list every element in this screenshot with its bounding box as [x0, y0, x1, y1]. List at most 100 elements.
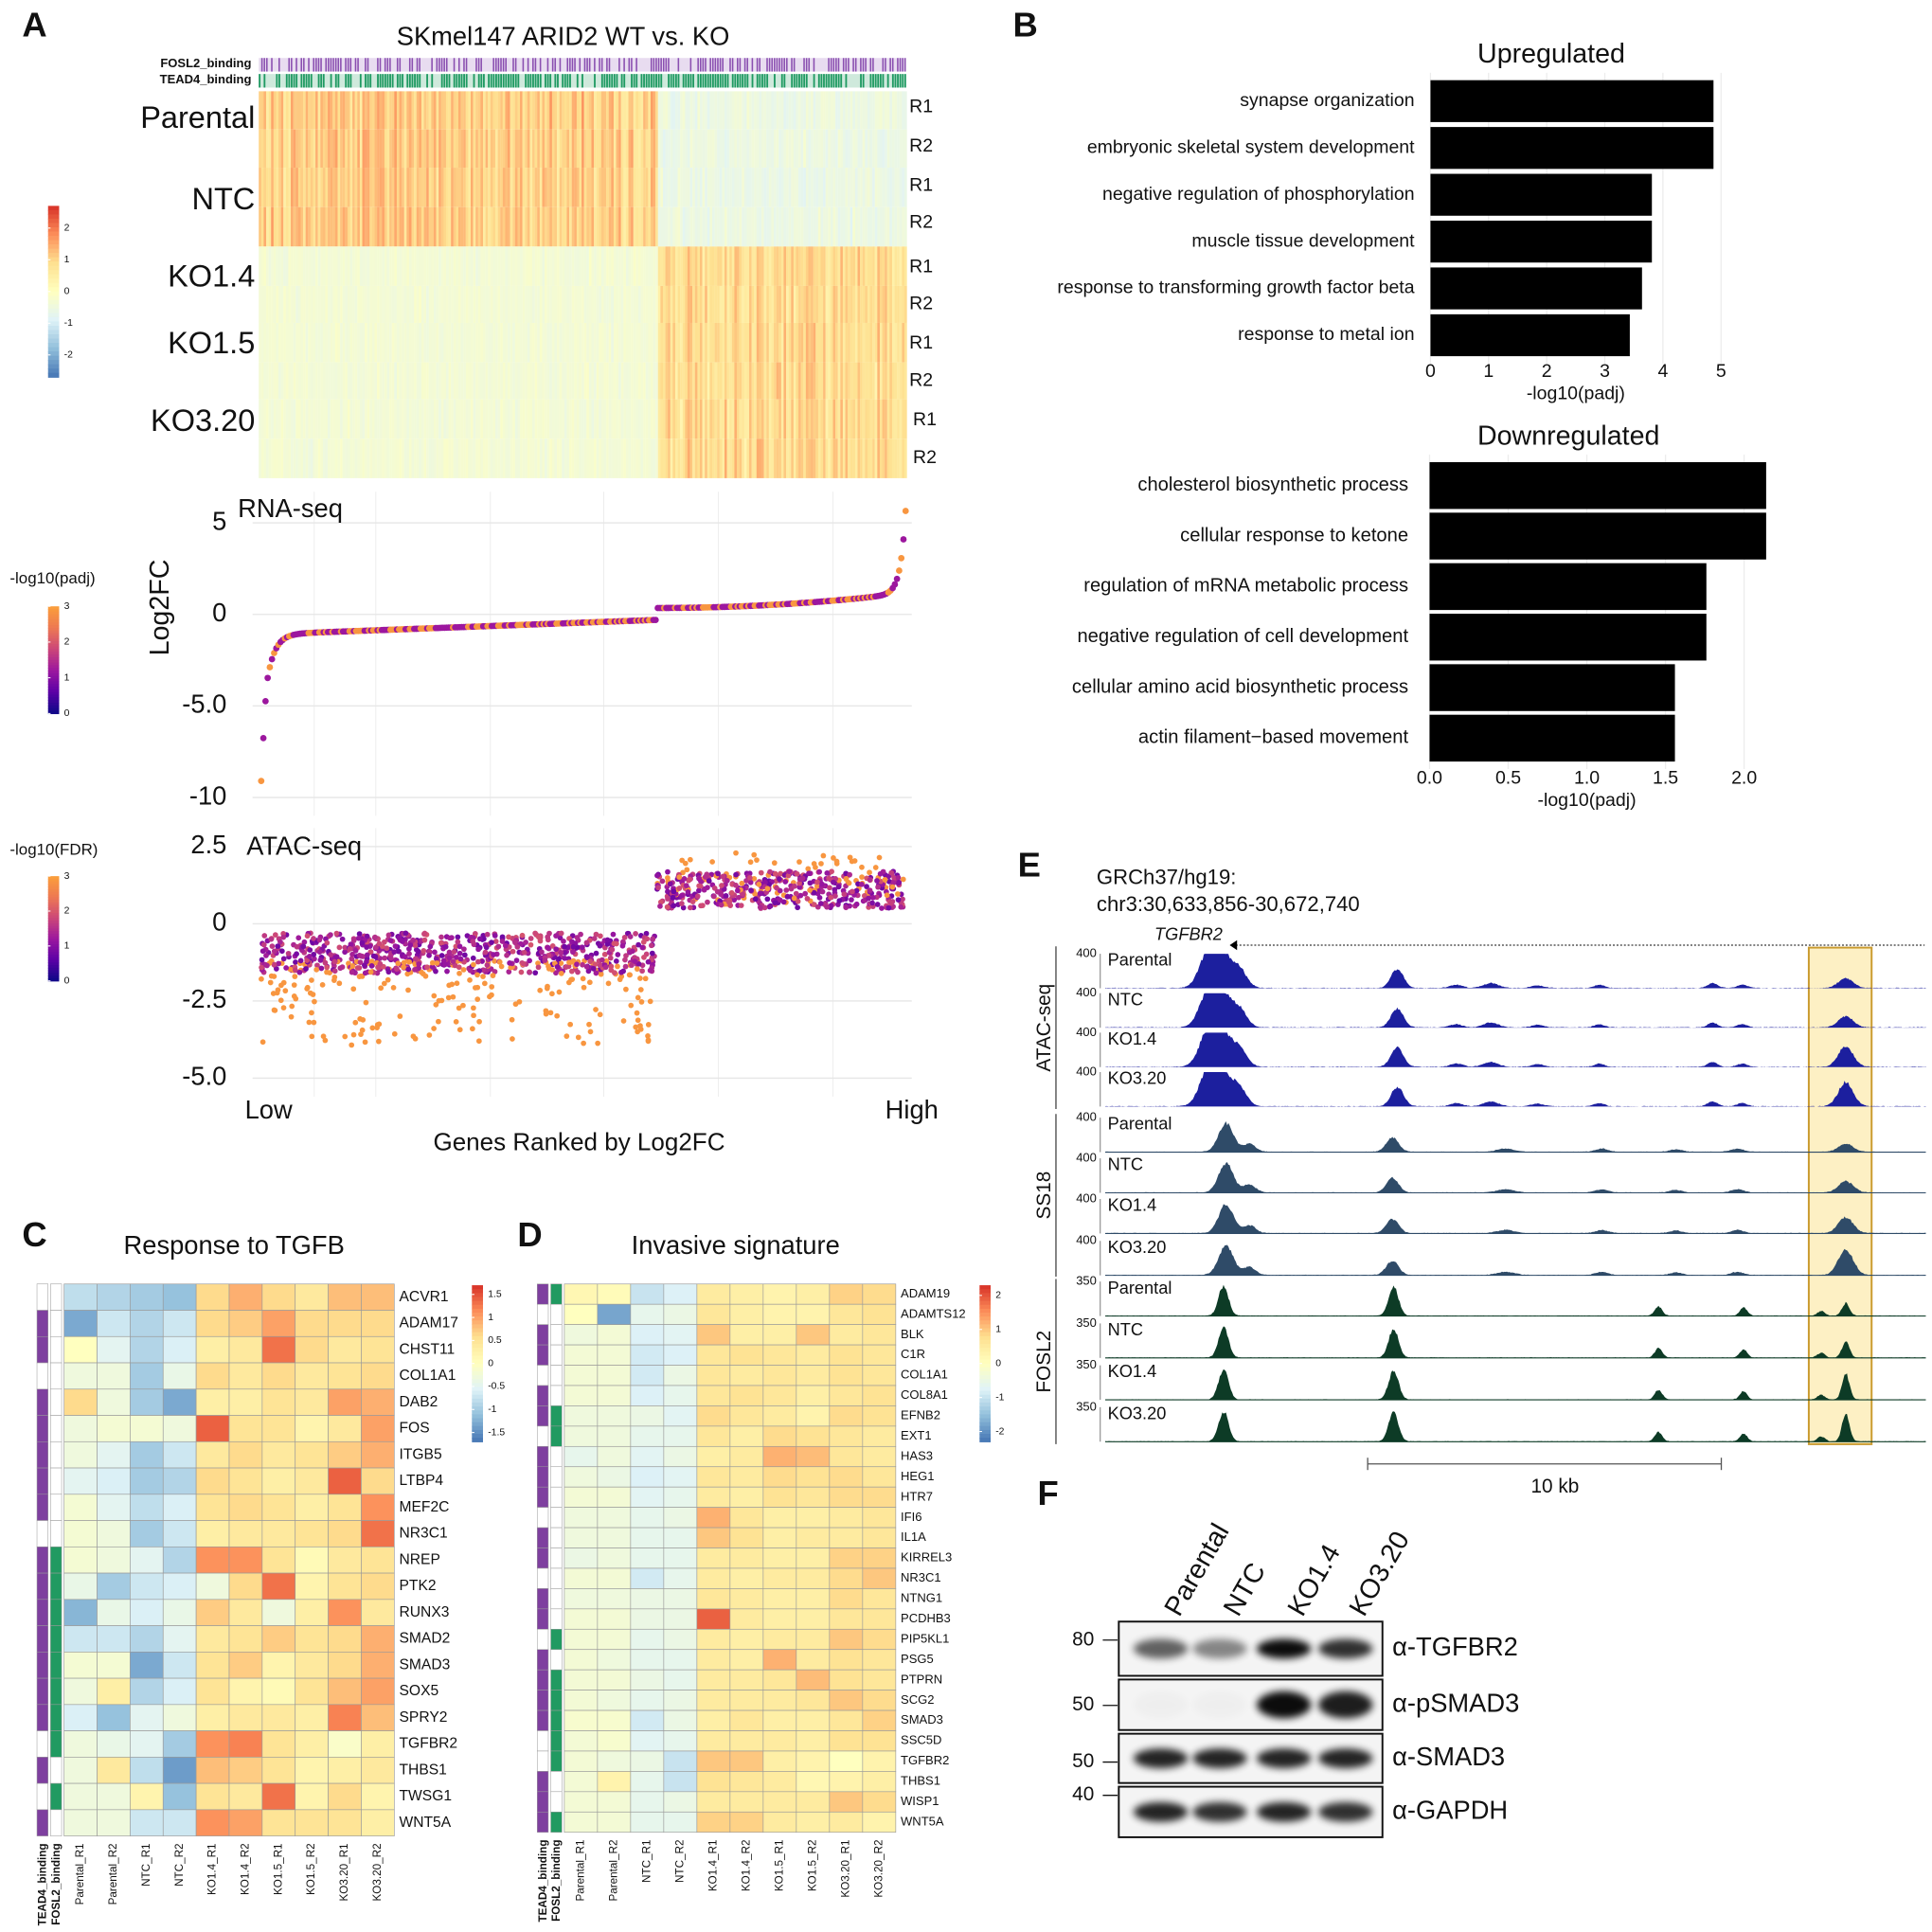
- heatmap-stripe: [700, 286, 703, 323]
- heatmap-stripe: [618, 286, 621, 323]
- heatmap-stripe: [609, 246, 612, 286]
- atac-point: [566, 959, 572, 965]
- heatmap-stripe: [690, 438, 693, 478]
- heatmap-stripe: [614, 323, 617, 363]
- heatmap-stripe: [349, 286, 352, 323]
- heatmap-stripe: [643, 91, 646, 129]
- heatmap-stripe: [488, 168, 491, 207]
- category-label: response to transforming growth factor b…: [1057, 277, 1414, 298]
- heatmap-stripe: [606, 323, 609, 363]
- heatmap-stripe: [589, 323, 592, 363]
- heatmap-stripe: [375, 91, 378, 129]
- atac-point: [824, 870, 830, 876]
- heatmap-stripe: [283, 323, 286, 363]
- heatmap-stripe: [503, 400, 506, 439]
- heatmap-stripe: [658, 246, 661, 286]
- atac-point: [598, 962, 603, 968]
- atac-point: [638, 987, 644, 993]
- heatmap-stripe: [372, 438, 375, 478]
- heatmap-stripe: [426, 323, 429, 363]
- track-stripe: [500, 58, 502, 71]
- heatmap-stripe: [848, 323, 850, 363]
- heatmap-stripe: [486, 438, 489, 478]
- heatmap-stripe: [392, 286, 395, 323]
- row-group-label: KO1.4: [168, 259, 255, 294]
- heatmap-stripe: [764, 246, 767, 286]
- atac-point: [475, 959, 481, 965]
- heatmap-stripe: [557, 286, 560, 323]
- heatmap-stripe: [646, 246, 649, 286]
- heatmap-cell: [163, 1416, 196, 1442]
- heatmap-stripe: [794, 168, 796, 207]
- heatmap-stripe: [525, 168, 528, 207]
- heatmap-stripe: [709, 400, 712, 439]
- heatmap-stripe: [695, 207, 698, 247]
- heatmap-stripe: [688, 286, 690, 323]
- atac-point: [603, 964, 609, 970]
- heatmap-stripe: [525, 130, 528, 168]
- heat-legend-colorbar: [48, 283, 60, 288]
- heatmap-stripe: [394, 91, 397, 129]
- heatmap-stripe: [367, 207, 370, 247]
- heatmap-stripe: [692, 400, 695, 439]
- heatmap-stripe: [554, 400, 557, 439]
- heatmap-stripe: [404, 207, 407, 247]
- heatmap-stripe: [727, 246, 730, 286]
- track-stripe: [902, 58, 903, 71]
- atac-point: [461, 967, 467, 973]
- heatmap-stripe: [406, 400, 409, 439]
- heatmap-stripe: [461, 286, 464, 323]
- heatmap-stripe: [868, 438, 870, 478]
- atac-point: [733, 872, 739, 878]
- heatmap-stripe: [537, 400, 540, 439]
- track-stripe: [549, 74, 551, 87]
- heatmap-stripe: [752, 130, 755, 168]
- atac-point: [456, 1006, 462, 1011]
- track-stripe: [732, 74, 734, 87]
- track-stripe: [752, 74, 754, 87]
- heatmap-stripe: [883, 363, 886, 400]
- heatmap-stripe: [392, 207, 395, 247]
- heatmap-stripe: [564, 438, 567, 478]
- heatmap-stripe: [820, 130, 823, 168]
- heatmap-stripe: [872, 168, 875, 207]
- heatmap-stripe: [291, 207, 294, 247]
- track-stripe: [406, 74, 408, 87]
- track-stripe: [323, 74, 325, 87]
- rna-point: [269, 656, 276, 663]
- heatmap-cell: [262, 1311, 295, 1337]
- atac-point: [621, 1018, 627, 1024]
- heatmap-stripe: [666, 438, 669, 478]
- heatmap-stripe: [468, 400, 471, 439]
- heatmap-cell: [262, 1416, 295, 1442]
- track-stripe: [897, 74, 899, 87]
- heatmap-stripe: [441, 286, 444, 323]
- atac-point: [695, 893, 701, 899]
- heatmap-stripe: [385, 207, 387, 247]
- heatmap-cell: [262, 1336, 295, 1363]
- track-stripe: [875, 74, 877, 87]
- heatmap-stripe: [294, 400, 296, 439]
- heatmap-stripe: [675, 168, 678, 207]
- heatmap-stripe: [855, 207, 858, 247]
- heatmap-stripe: [671, 438, 673, 478]
- heatmap-stripe: [409, 130, 412, 168]
- heat-legend-colorbar: [48, 348, 60, 352]
- track-stripe: [495, 58, 497, 71]
- track-stripe: [778, 58, 780, 71]
- atac-point: [420, 948, 426, 954]
- heatmap-stripe: [387, 91, 390, 129]
- track-stripe: [707, 74, 709, 87]
- padj-legend-tick-label: 0: [64, 708, 70, 719]
- heatmap-stripe: [426, 168, 429, 207]
- heatmap-stripe: [449, 400, 452, 439]
- heatmap-stripe: [749, 246, 752, 286]
- heatmap-stripe: [412, 363, 415, 400]
- heatmap-stripe: [778, 363, 781, 400]
- heatmap-stripe: [434, 246, 437, 286]
- atac-point: [491, 952, 496, 957]
- heatmap-stripe: [778, 246, 781, 286]
- heatmap-stripe: [695, 168, 698, 207]
- heatmap-stripe: [537, 207, 540, 247]
- heatmap-stripe: [380, 323, 383, 363]
